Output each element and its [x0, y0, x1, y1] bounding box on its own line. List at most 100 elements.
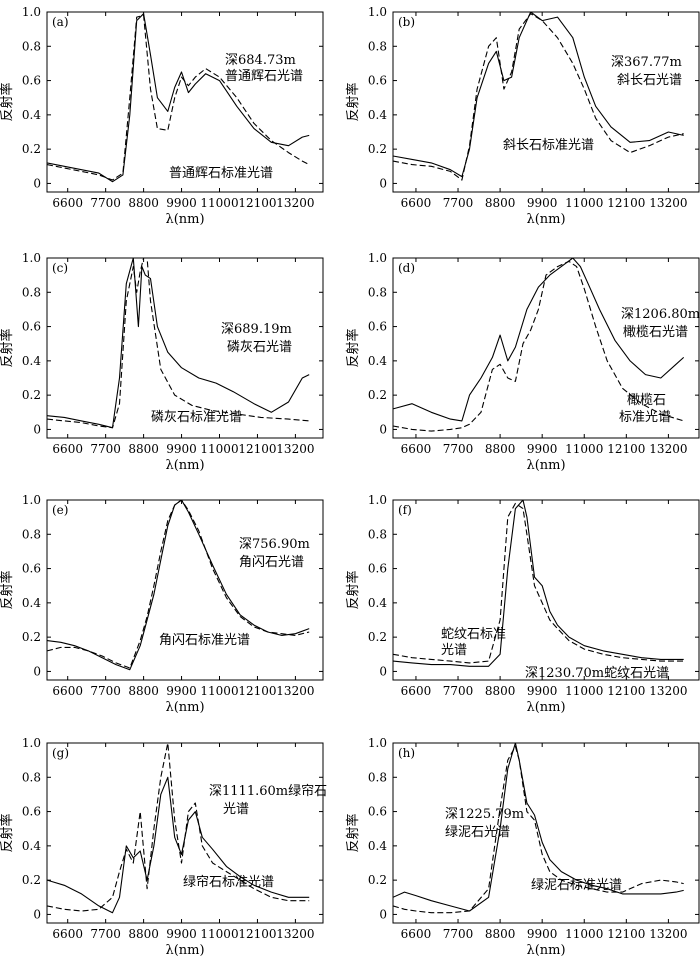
x-tick-label: 6600 — [52, 927, 83, 941]
y-tick-label: 0.8 — [22, 39, 41, 53]
y-tick-label: 1.0 — [368, 493, 387, 507]
annotation-label: 深367.77m — [611, 55, 682, 70]
x-tick-label: 11000 — [565, 927, 603, 941]
panel-label: (g) — [52, 746, 69, 760]
measured-spectrum-line — [47, 13, 310, 183]
y-axis-title: 反射率 — [0, 570, 15, 609]
panel-c: 6600 7700 8800 9900 11000 12100 13200 0 0.2 0.4 0.… — [0, 251, 324, 473]
x-tick-label: 6600 — [52, 684, 83, 698]
x-tick-label: 13200 — [649, 684, 687, 698]
x-tick-label: 12100 — [238, 684, 276, 698]
x-tick-label: 8800 — [485, 442, 516, 456]
y-tick-label: 0.4 — [22, 596, 41, 610]
x-tick-label: 12100 — [607, 196, 645, 210]
standard-spectrum-line — [393, 13, 684, 181]
annotation-label: 深1111.60m绿帘石 — [209, 783, 327, 799]
x-tick-label: 7700 — [443, 684, 474, 698]
panel-label: (f) — [398, 503, 412, 517]
x-tick-label: 8800 — [128, 684, 159, 698]
measured-spectrum-line — [393, 743, 684, 912]
annotation-label: 橄榄石 — [627, 392, 666, 408]
y-tick-label: 0.2 — [368, 142, 387, 156]
x-tick-label: 9900 — [527, 442, 558, 456]
x-axis-title: λ(nm) — [165, 700, 204, 715]
annotation-label: 蛇纹石标准 — [441, 627, 506, 642]
standard-spectrum-line — [47, 14, 310, 181]
x-tick-label: 12100 — [607, 442, 645, 456]
x-tick-label: 8800 — [128, 442, 159, 456]
x-tick-label: 11000 — [200, 196, 238, 210]
y-tick-label: 0.2 — [368, 388, 387, 402]
panel-label: (c) — [52, 261, 68, 275]
y-tick-label: 0.6 — [22, 320, 41, 334]
y-tick-label: 0.2 — [22, 142, 41, 156]
standard-spectrum-line — [393, 502, 684, 664]
panel-label: (b) — [398, 15, 415, 29]
x-tick-label: 11000 — [565, 196, 603, 210]
standard-spectrum-line — [47, 500, 310, 669]
x-tick-label: 13200 — [276, 927, 314, 941]
annotation-label: 光谱 — [223, 802, 249, 817]
x-tick-label: 9900 — [166, 442, 197, 456]
x-tick-label: 7700 — [90, 196, 121, 210]
x-axis-title: λ(nm) — [165, 212, 204, 227]
x-tick-label: 11000 — [565, 442, 603, 456]
annotation-label: 磷灰石标准光谱 — [151, 410, 242, 425]
plot-frame — [392, 742, 700, 924]
y-tick-label: 0 — [33, 176, 41, 190]
y-tick-label: 0 — [33, 664, 41, 678]
x-tick-label: 7700 — [443, 927, 474, 941]
y-tick-label: 0 — [379, 176, 387, 190]
x-tick-label: 7700 — [443, 196, 474, 210]
y-tick-label: 0.6 — [22, 562, 41, 576]
x-tick-label: 13200 — [649, 442, 687, 456]
x-tick-label: 8800 — [128, 927, 159, 941]
x-axis-title: λ(nm) — [165, 458, 204, 473]
annotation-label: 深684.73m — [225, 53, 296, 68]
x-tick-label: 9900 — [527, 927, 558, 941]
annotation-label: 普通辉石光谱 — [225, 69, 303, 84]
x-tick-label: 6600 — [401, 442, 432, 456]
annotation-label: 绿泥石光谱 — [445, 825, 510, 840]
y-tick-label: 0.6 — [368, 562, 387, 576]
x-tick-label: 13200 — [276, 442, 314, 456]
measured-spectrum-line — [47, 776, 310, 914]
panel-d: 6600 7700 8800 9900 11000 12100 13200 0 0.2 0.4 0.… — [345, 251, 700, 473]
standard-spectrum-line — [393, 260, 684, 432]
y-tick-label: 0.4 — [368, 354, 387, 368]
annotation-label: 光谱 — [441, 643, 467, 658]
y-axis-title: 反射率 — [0, 82, 15, 121]
x-tick-label: 11000 — [200, 684, 238, 698]
y-tick-label: 0 — [379, 907, 387, 921]
panel-label: (h) — [398, 746, 415, 760]
x-tick-label: 12100 — [238, 442, 276, 456]
plot-frame — [46, 257, 324, 439]
plot-frame — [392, 257, 700, 439]
x-tick-label: 7700 — [90, 442, 121, 456]
y-tick-label: 0.2 — [22, 630, 41, 644]
y-tick-label: 1.0 — [22, 493, 41, 507]
y-tick-label: 0.6 — [368, 805, 387, 819]
x-tick-label: 13200 — [649, 927, 687, 941]
y-tick-label: 1.0 — [368, 736, 387, 750]
annotation-label: 斜长石光谱 — [617, 73, 682, 88]
annotation-label: 橄榄石光谱 — [623, 324, 688, 340]
panel-e: 6600 7700 8800 9900 11000 12100 13200 0 0.2 0.4 0.… — [0, 493, 324, 715]
y-tick-label: 0.8 — [368, 770, 387, 784]
annotation-label: 深1225.79m — [445, 807, 524, 822]
x-tick-label: 9900 — [166, 684, 197, 698]
plot-frame — [46, 11, 324, 193]
y-tick-label: 1.0 — [22, 736, 41, 750]
plot-frame — [46, 499, 324, 681]
panel-label: (a) — [52, 15, 69, 29]
x-tick-label: 8800 — [485, 196, 516, 210]
y-tick-label: 1.0 — [368, 5, 387, 19]
y-tick-label: 0 — [379, 664, 387, 678]
y-axis-title: 反射率 — [345, 328, 361, 367]
x-tick-label: 7700 — [90, 927, 121, 941]
panel-b: 6600 7700 8800 9900 11000 12100 13200 0 0.2 0.4 0.… — [345, 5, 700, 227]
y-tick-label: 0.2 — [22, 873, 41, 887]
x-axis-title: λ(nm) — [526, 943, 565, 958]
